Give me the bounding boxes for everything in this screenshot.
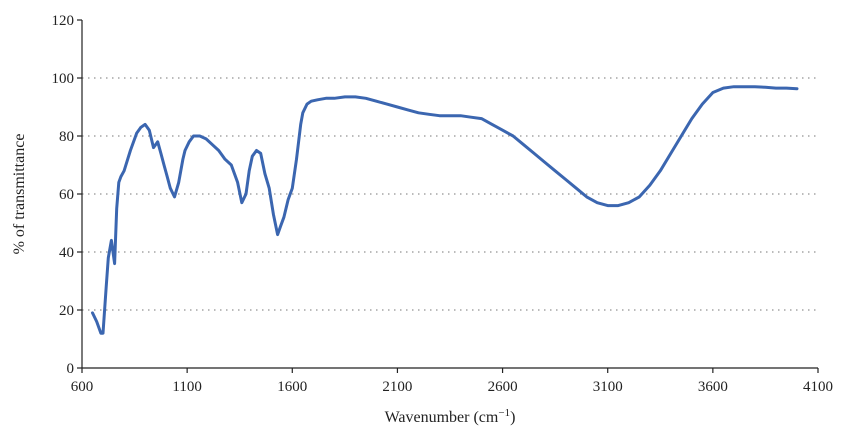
x-tick-label: 3600 <box>698 379 728 395</box>
x-tick-label: 2600 <box>488 379 518 395</box>
y-tick-label: 60 <box>59 187 74 203</box>
y-tick-label: 100 <box>52 71 75 87</box>
y-tick-label: 0 <box>67 361 75 377</box>
x-tick-label: 2100 <box>382 379 412 395</box>
grid <box>82 77 818 311</box>
y-tick-label: 20 <box>59 303 74 319</box>
series-line-1 <box>91 85 799 335</box>
x-tick-label: 1600 <box>277 379 307 395</box>
x-axis-title-main: Wavenumber (cm <box>385 409 499 426</box>
x-tick-label: 3100 <box>593 379 623 395</box>
y-tick-label: 40 <box>59 245 74 261</box>
series-layer <box>91 85 799 335</box>
x-tick-label: 600 <box>71 379 94 395</box>
y-axis-title: % of transmittance <box>11 134 28 255</box>
x-axis-title: Wavenumber (cm−1) <box>385 407 516 426</box>
axes <box>77 19 819 373</box>
y-tick-label: 80 <box>59 129 74 145</box>
x-axis-title-superscript: −1 <box>498 407 510 419</box>
tick-labels: 0 20 40 60 80 100 120 600 1100 1600 2100 2600 3100 36… <box>52 13 834 395</box>
y-tick-label: 120 <box>52 13 75 29</box>
x-axis-title-suffix: ) <box>510 409 515 426</box>
x-tick-label: 4100 <box>803 379 833 395</box>
x-tick-label: 1100 <box>172 379 201 395</box>
